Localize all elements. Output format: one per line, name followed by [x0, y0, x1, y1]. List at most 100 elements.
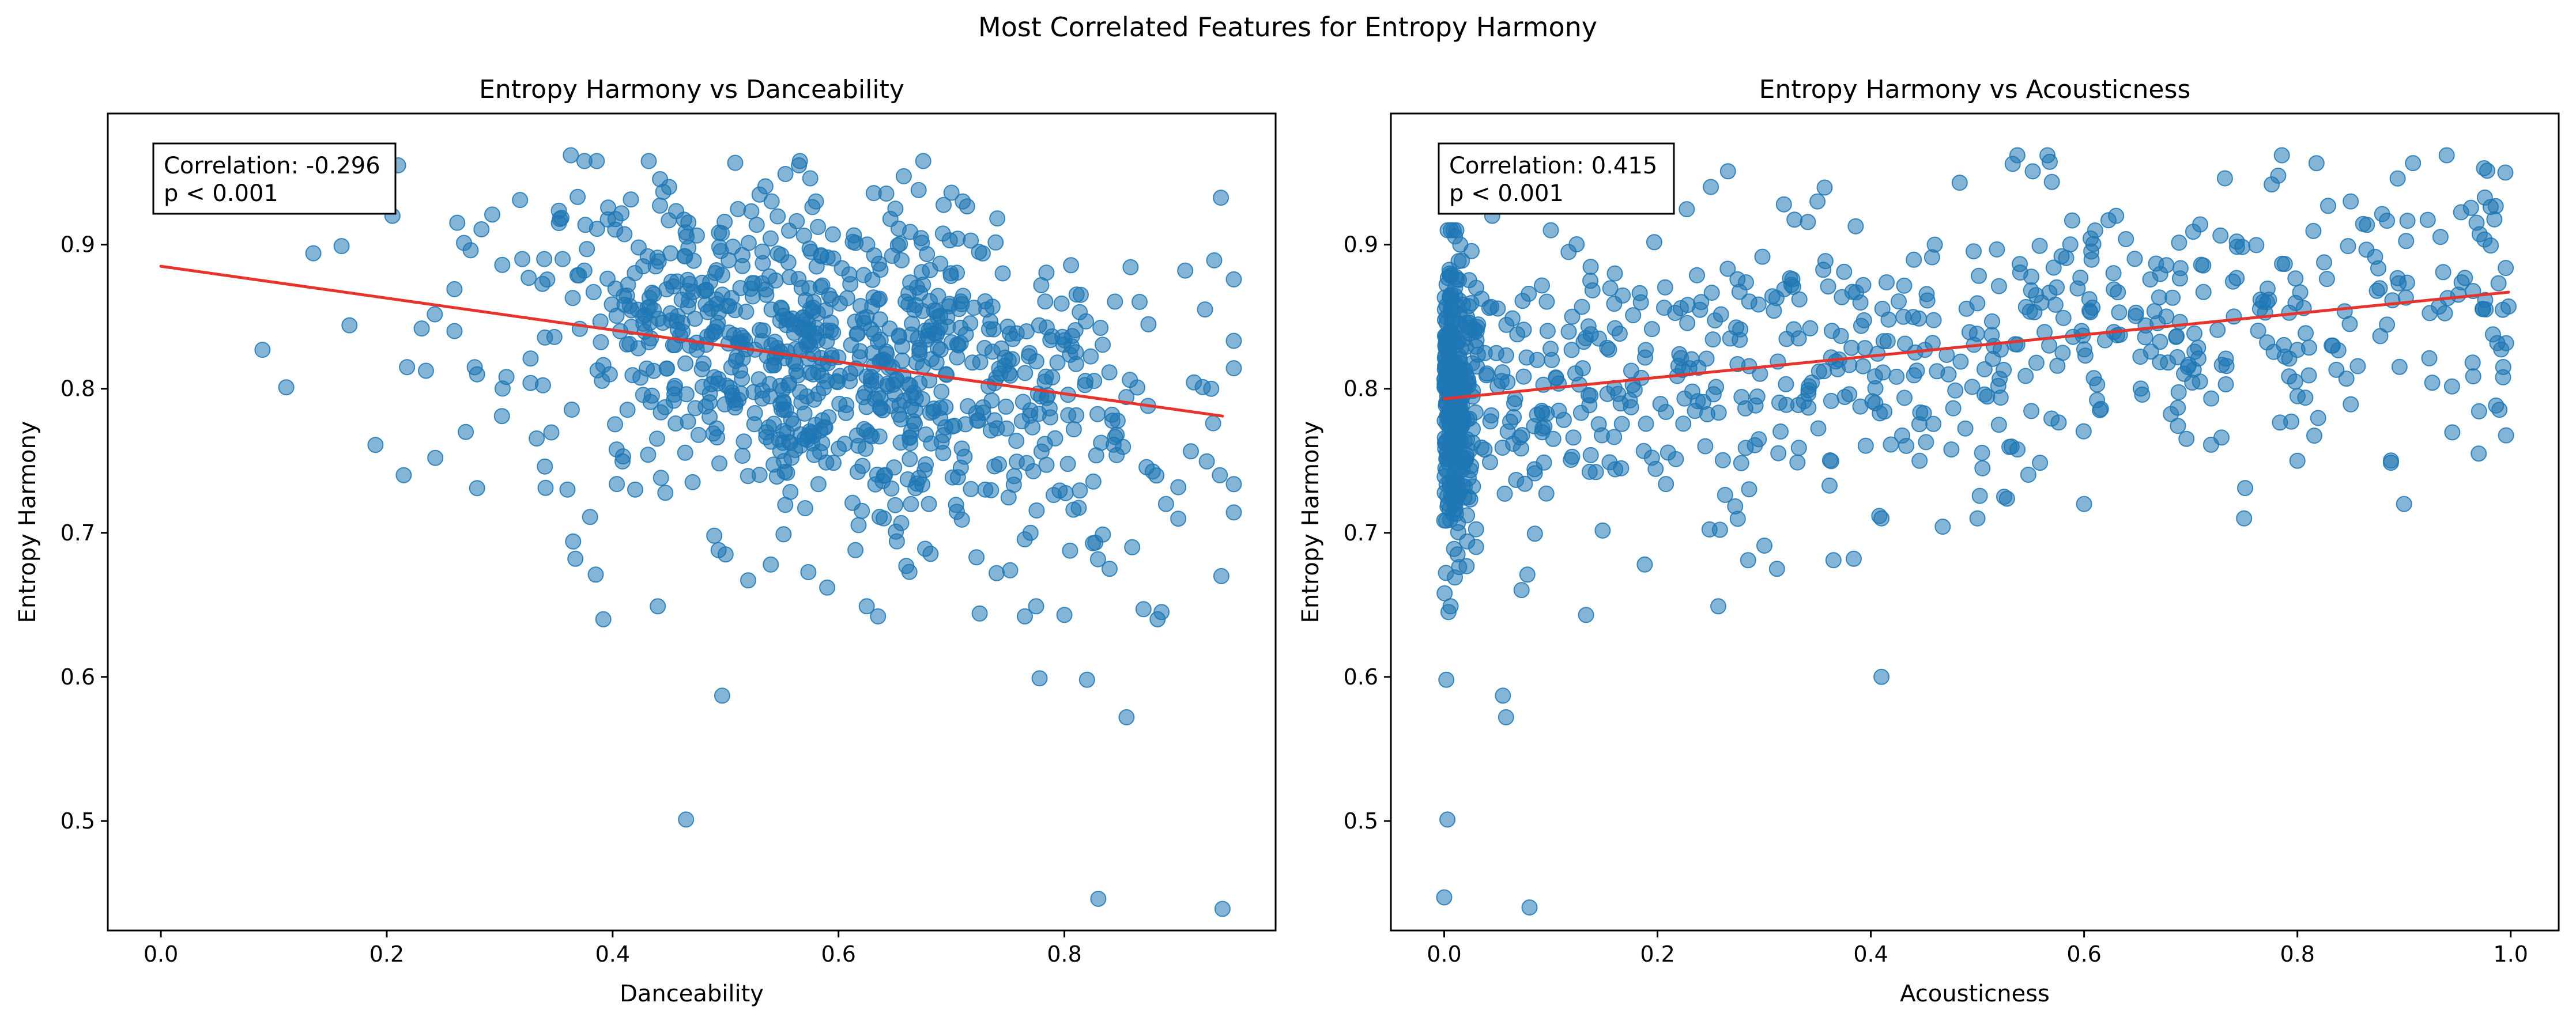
scatter-point — [1852, 398, 1869, 415]
scatter-point — [711, 304, 727, 321]
scatter-point — [1990, 278, 2007, 294]
scatter-point — [2484, 326, 2501, 343]
scatter-point — [1564, 308, 1581, 325]
scatter-point — [1581, 397, 1598, 414]
scatter-point — [2498, 427, 2514, 444]
scatter-point — [1802, 320, 1819, 336]
scatter-point — [1496, 485, 1513, 502]
scatter-point — [923, 318, 940, 335]
scatter-point — [1025, 463, 1042, 479]
scatter-point — [2298, 325, 2314, 342]
scatter-point — [1521, 899, 1538, 916]
scatter-point — [2055, 309, 2072, 326]
scatter-point — [921, 496, 937, 512]
scatter-point — [2421, 350, 2438, 366]
scatter-point — [1879, 333, 1896, 349]
scatter-point — [1979, 388, 1996, 405]
scatter-point — [1017, 608, 1033, 625]
axes-frame — [1390, 112, 2560, 932]
scatter-point — [1574, 298, 1590, 315]
regression-line — [1443, 290, 2510, 400]
scatter-point — [2132, 349, 2149, 365]
scatter-point — [493, 408, 510, 425]
scatter-point — [2343, 396, 2359, 413]
scatter-point — [1659, 444, 1676, 461]
scatter-point — [1866, 368, 1883, 385]
scatter-point — [1469, 319, 1485, 335]
scatter-point — [1542, 341, 1559, 357]
scatter-point — [1563, 342, 1580, 358]
scatter-point — [456, 234, 472, 251]
scatter-point — [1733, 455, 1749, 471]
scatter-point — [627, 481, 643, 498]
panel-danceability: Entropy Harmony vs Danceability 0.0 0.2 0.… — [14, 75, 1277, 1007]
scatter-point — [872, 290, 888, 307]
scatter-point — [688, 342, 705, 358]
scatter-point — [1896, 277, 1913, 294]
scatter-point — [1601, 341, 1617, 358]
scatter-point — [1157, 496, 1174, 512]
scatter-point — [1782, 270, 1798, 286]
scatter-point — [2338, 370, 2355, 387]
scatter-point — [809, 332, 826, 349]
scatter-point — [1438, 476, 1455, 493]
scatter-point — [1610, 385, 1627, 402]
scatter-point — [1824, 323, 1840, 339]
scatter-point — [987, 234, 1004, 251]
scatter-point — [1526, 461, 1543, 478]
scatter-point — [1198, 453, 1215, 470]
x-axis-label: Acousticness — [1900, 981, 2050, 1007]
scatter-point — [1453, 370, 1469, 387]
scatter-point — [1122, 259, 1139, 275]
scatter-point — [1028, 353, 1044, 370]
scatter-point — [870, 334, 887, 350]
scatter-point — [1508, 472, 1525, 488]
scatter-point — [367, 437, 384, 453]
scatter-point — [795, 228, 812, 244]
x-tick-label: 0.4 — [595, 941, 630, 967]
scatter-point — [2464, 354, 2481, 371]
scatter-point — [1613, 415, 1630, 432]
scatter-point — [1450, 524, 1466, 540]
scatter-point — [1607, 461, 1624, 478]
scatter-point — [1203, 380, 1220, 397]
scatter-point — [1447, 464, 1464, 481]
scatter-point — [866, 247, 882, 264]
scatter-point — [534, 275, 551, 292]
scatter-point — [473, 221, 490, 237]
correlation-annotation: Correlation: -0.296 p < 0.001 — [152, 142, 397, 215]
scatter-point — [667, 415, 684, 432]
scatter-point — [305, 245, 322, 262]
scatter-point — [1855, 358, 1871, 375]
scatter-point — [1468, 521, 1484, 538]
scatter-point — [2039, 147, 2056, 164]
scatter-point — [1104, 413, 1121, 429]
scatter-point — [1507, 391, 1523, 407]
scatter-point — [847, 542, 864, 558]
scatter-point — [914, 234, 930, 251]
scatter-point — [1855, 277, 1872, 293]
scatter-point — [833, 260, 850, 277]
scatter-point — [1945, 400, 1962, 417]
y-tick-label: 0.7 — [1344, 520, 1378, 546]
scatter-point — [418, 362, 434, 379]
scatter-point — [1658, 476, 1674, 493]
scatter-point — [1756, 538, 1772, 554]
scatter-point — [1951, 175, 1968, 191]
scatter-point — [1906, 367, 1922, 384]
scatter-point — [1778, 376, 1794, 392]
scatter-point — [2462, 199, 2479, 216]
scatter-point — [2398, 233, 2415, 249]
scatter-point — [2069, 280, 2086, 297]
y-axis-label: Entropy Harmony — [14, 421, 41, 623]
scatter-point — [1996, 489, 2012, 505]
scatter-point — [883, 480, 900, 497]
scatter-point — [703, 376, 720, 392]
scatter-point — [2500, 298, 2517, 315]
scatter-point — [582, 509, 598, 525]
scatter-point — [1124, 539, 1141, 555]
scatter-point — [1891, 293, 1907, 310]
scatter-point — [1153, 604, 1170, 621]
scatter-point — [1790, 440, 1807, 456]
scatter-point — [1786, 211, 1803, 228]
